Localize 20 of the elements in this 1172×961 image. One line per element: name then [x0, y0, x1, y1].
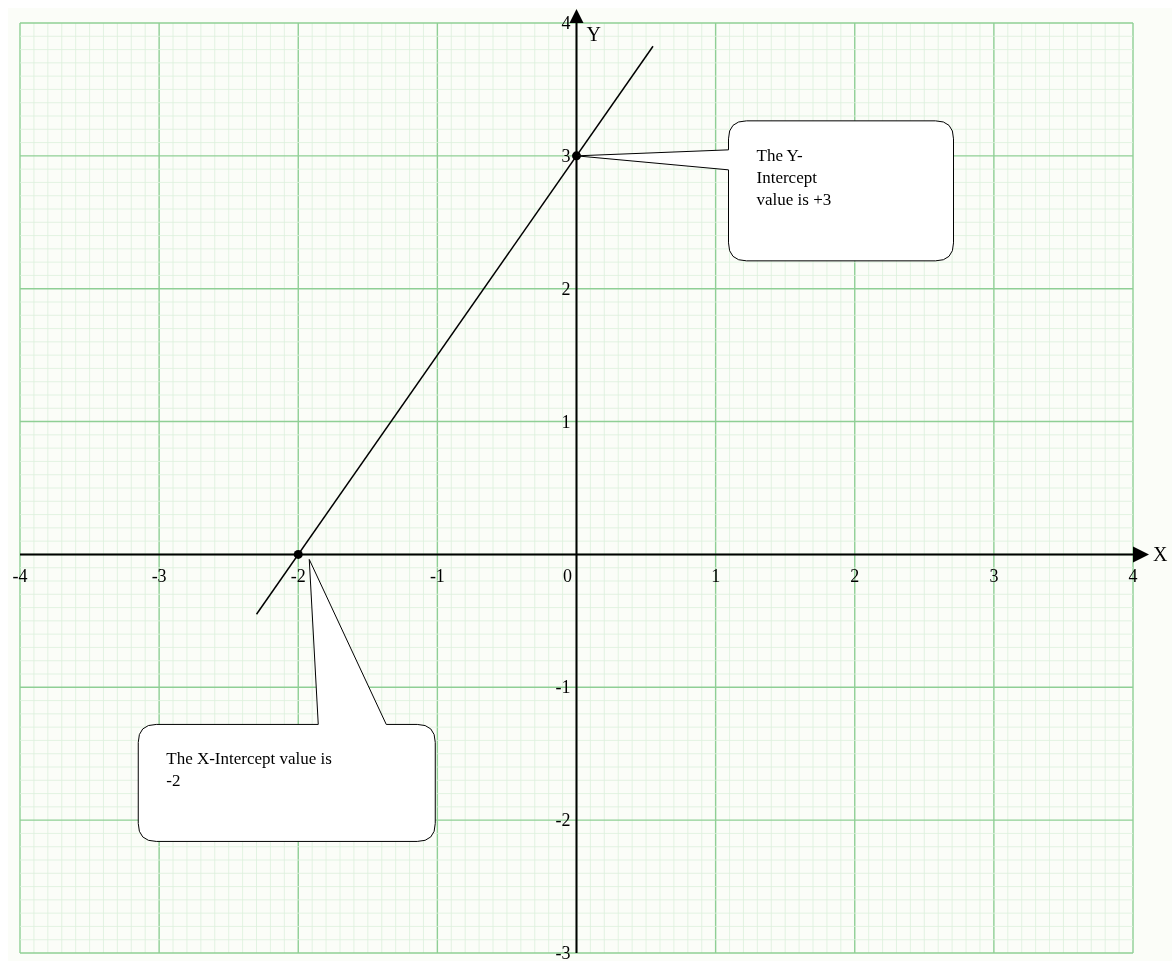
x-tick-label: -3 [151, 566, 167, 587]
y-tick-label: -3 [555, 943, 571, 961]
y-axis-title: Y [586, 23, 601, 45]
x-tick-label: -1 [429, 566, 445, 587]
x-tick-label: 4 [1128, 566, 1138, 587]
x-tick-label: 2 [850, 566, 860, 587]
annotation: The Y-Intercept value is +3 [756, 145, 832, 209]
x-tick-label: -2 [290, 566, 306, 587]
y-tick-label: 4 [561, 13, 571, 33]
x-tick-label: 0 [563, 566, 572, 587]
y-tick-label: 2 [561, 278, 571, 299]
y-tick-label: 3 [561, 145, 571, 166]
x-tick-label: -4 [12, 566, 28, 587]
x-tick-label: 3 [989, 566, 999, 587]
annotation: The X-Intercept value is -2 [166, 749, 332, 791]
x-axis-title: X [1153, 543, 1168, 566]
y-tick-label: 1 [561, 411, 571, 432]
y-tick-label: -2 [555, 810, 571, 831]
x-tick-label: 1 [711, 566, 721, 587]
y-tick-label: -1 [555, 677, 571, 698]
